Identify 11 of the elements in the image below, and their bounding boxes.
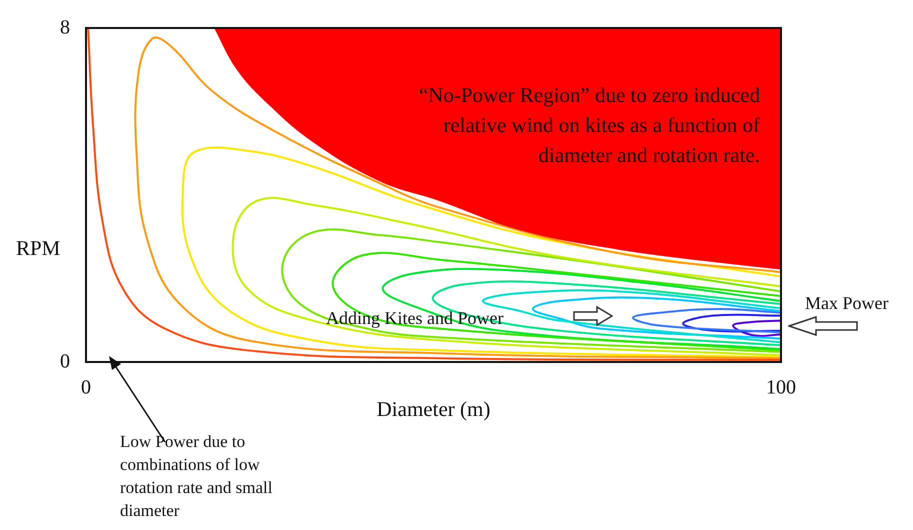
y-axis-title: RPM: [16, 236, 60, 261]
line-series: [732, 320, 781, 338]
text: Low Power due to combinations of low rotation rate and small diameter: [120, 431, 274, 522]
x-axis-title: Diameter (m): [376, 397, 492, 422]
text: Max Power: [805, 292, 890, 314]
line-series: [382, 268, 781, 350]
line-series: [532, 296, 781, 340]
annotation: “No-Power Region” due to zero induced relative wind on kites as a function of diameter and rotation rate.: [418, 82, 760, 169]
x-tick-label: 100: [766, 376, 796, 398]
line-series: [632, 308, 781, 334]
y-tick-label: 8: [60, 16, 70, 38]
